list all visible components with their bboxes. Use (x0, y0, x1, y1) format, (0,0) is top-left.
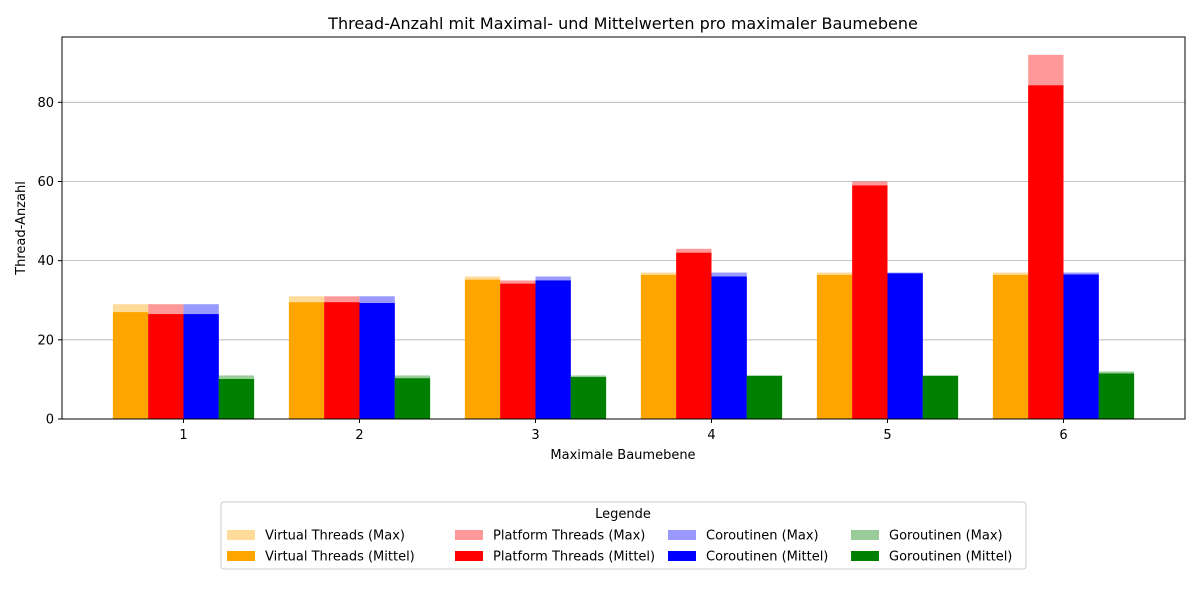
bar-mean (535, 280, 571, 419)
legend-label: Virtual Threads (Mittel) (265, 550, 415, 565)
legend-frame (220, 501, 1027, 570)
x-tick-label: 5 (883, 428, 891, 443)
bar-mean (1028, 85, 1064, 419)
y-tick-label: 60 (37, 175, 54, 190)
bar-mean (288, 302, 325, 419)
bar-mean (922, 375, 959, 419)
x-tick-label: 1 (179, 428, 187, 443)
bar-mean (218, 379, 255, 419)
y-tick-label: 20 (37, 333, 54, 348)
bar-mean (1098, 373, 1135, 419)
chart-title: Thread-Anzahl mit Maximal- und Mittelwer… (327, 14, 918, 33)
bar-mean (148, 314, 184, 419)
x-tick-label: 4 (707, 428, 715, 443)
bar-mean (887, 273, 923, 419)
legend-items: Virtual Threads (Max) Virtual Threads (Mi… (227, 529, 1012, 565)
y-tick-label: 80 (37, 96, 54, 111)
y-axis-ticks: 0 20 40 60 80 (37, 96, 62, 428)
legend-swatch (851, 551, 879, 561)
legend-label: Platform Threads (Max) (493, 529, 645, 544)
bar-mean (183, 314, 219, 419)
bar-mean (711, 276, 747, 419)
legend-label: Virtual Threads (Max) (265, 529, 405, 544)
legend-swatch (455, 551, 483, 561)
legend-label: Goroutinen (Max) (889, 529, 1003, 544)
y-tick-label: 0 (46, 413, 54, 428)
legend-swatch (851, 530, 879, 540)
x-axis-label: Maximale Baumebene (550, 448, 695, 463)
bar-mean (324, 302, 360, 419)
bar-mean (640, 274, 677, 419)
bar-mean (359, 303, 395, 419)
legend-swatch (227, 551, 255, 561)
bar-mean (746, 375, 783, 419)
bar-mean (816, 274, 853, 419)
bar-mean (500, 283, 536, 419)
bar-mean (992, 274, 1029, 419)
plot-frame (61, 36, 1186, 420)
legend-label: Goroutinen (Mittel) (889, 550, 1012, 565)
y-tick-label: 40 (37, 254, 54, 269)
x-tick-label: 3 (531, 428, 539, 443)
legend: Legende Virtual Threads (Max)Virtual Thr… (220, 501, 1027, 570)
legend-swatch (455, 530, 483, 540)
bar-mean (112, 312, 149, 419)
bar-mean (394, 378, 431, 419)
y-axis-label: Thread-Anzahl (14, 181, 29, 276)
legend-label: Coroutinen (Max) (706, 529, 819, 544)
bar-mean (676, 252, 712, 419)
legend-label: Coroutinen (Mittel) (706, 550, 828, 565)
bar-mean (1063, 274, 1099, 419)
legend-swatch (227, 530, 255, 540)
legend-title: Legende (595, 507, 651, 522)
legend-swatch (668, 551, 696, 561)
x-tick-label: 6 (1059, 428, 1067, 443)
bars (112, 54, 1135, 419)
bar-mean (570, 377, 607, 419)
legend-label: Platform Threads (Mittel) (493, 550, 655, 565)
x-tick-label: 2 (355, 428, 363, 443)
bar-mean (464, 279, 501, 419)
bar-mean (852, 185, 888, 419)
legend-swatch (668, 530, 696, 540)
x-axis-ticks: 1 2 3 4 5 6 (179, 419, 1068, 443)
